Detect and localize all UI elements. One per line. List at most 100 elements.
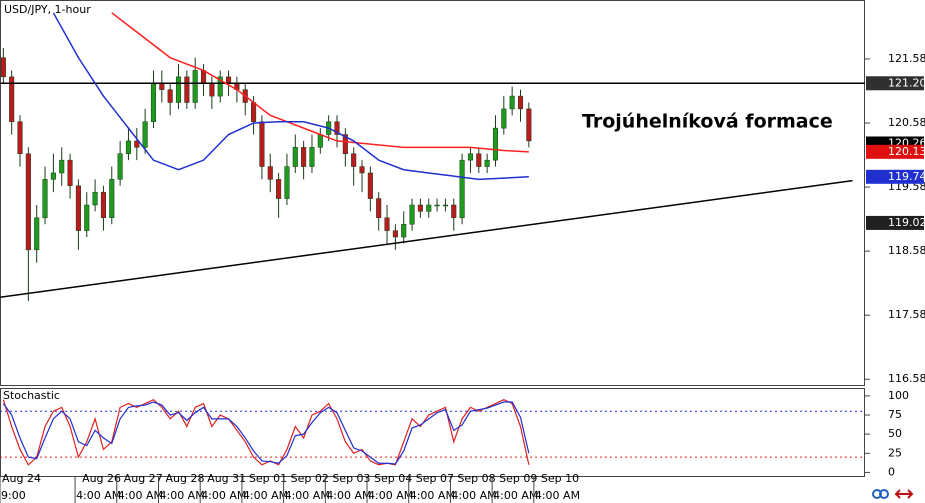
candle-body <box>167 89 173 103</box>
y-tick-label: 118.58 <box>888 244 925 257</box>
candle-body <box>134 140 140 148</box>
price-label: 120.13 <box>888 145 925 158</box>
price-label: 119.02 <box>888 216 925 229</box>
x-time-label: 4:00 AM <box>201 489 246 502</box>
candle-body <box>217 76 223 97</box>
candle-body <box>0 57 6 78</box>
candle-body <box>426 204 432 212</box>
candle-body <box>492 127 499 161</box>
x-time-label: 4:00 AM <box>451 489 496 502</box>
x-time-label: 9:00 <box>1 489 26 502</box>
x-date-label: Sep 01 <box>249 472 287 485</box>
candle-body <box>317 134 323 148</box>
price-label-box <box>866 144 924 159</box>
candle-body <box>226 76 232 84</box>
candle-body <box>476 153 482 167</box>
x-date-label: Sep 04 <box>374 472 412 485</box>
candle-body <box>50 172 56 180</box>
candle-body <box>9 76 15 122</box>
annotation: Trojúhelníková formace <box>582 111 833 133</box>
candle-body <box>159 83 165 90</box>
price-label-box <box>866 76 924 91</box>
x-date-label: Sep 02 <box>291 472 329 485</box>
stochastic-title-box <box>2 389 56 403</box>
candle-body <box>100 191 106 219</box>
x-date-label: Sep 07 <box>416 472 454 485</box>
y-tick-label: 0 <box>888 465 895 478</box>
candle-body <box>517 95 524 110</box>
candle-body <box>292 147 298 167</box>
candle-body <box>117 153 123 180</box>
x-date-label: Aug 27 <box>124 472 163 485</box>
x-date-label: Aug 24 <box>2 472 41 485</box>
x-time-label: 4:00 AM <box>535 489 580 502</box>
stochastic-panel <box>0 388 865 477</box>
main-panel <box>0 0 865 386</box>
candle-body <box>67 159 73 187</box>
candle-body <box>367 172 373 199</box>
y-tick-label: 116.58 <box>888 372 925 385</box>
price-label: 119.74 <box>888 170 925 183</box>
candle-body <box>84 204 90 231</box>
x-time-label: 4:00 AM <box>159 489 204 502</box>
candle-body <box>184 76 190 103</box>
y-tick-label: 121.58 <box>888 52 925 65</box>
x-time-label: 4:00 AM <box>118 489 163 502</box>
candle-body <box>417 204 423 212</box>
candle-body <box>451 204 457 219</box>
candle-body <box>75 185 81 231</box>
candle-body <box>284 166 290 199</box>
y-tick-label: 100 <box>888 389 909 402</box>
y-tick-label: 50 <box>888 427 902 440</box>
candle-body <box>192 70 198 103</box>
title-box <box>2 2 90 17</box>
x-date-label: Aug 26 <box>82 472 121 485</box>
candle-body <box>259 121 265 167</box>
candle-body <box>42 179 48 219</box>
candle-body <box>267 166 273 180</box>
x-time-label: 4:00 AM <box>493 489 538 502</box>
link-icon[interactable] <box>879 489 889 499</box>
candle-body <box>251 102 257 122</box>
candle-body <box>342 134 348 154</box>
x-time-label: 4:00 AM <box>285 489 330 502</box>
y-tick-label: 117.58 <box>888 308 925 321</box>
candle-body <box>526 108 532 142</box>
candle-body <box>17 121 23 154</box>
chart-title: USD/JPY, 1-hour <box>4 3 91 16</box>
candle-body <box>501 108 507 129</box>
candle-body <box>351 153 357 167</box>
candle-body <box>301 147 307 167</box>
stochastic-line <box>2 399 530 466</box>
x-date-label: Aug 28 <box>165 472 204 485</box>
candle-body <box>392 230 398 238</box>
x-date-label: Sep 10 <box>541 472 579 485</box>
candle-body <box>109 179 115 219</box>
candle-body <box>175 76 182 103</box>
candle-body <box>434 204 440 207</box>
candle-body <box>401 223 407 238</box>
price-label: 121.20 <box>888 76 925 89</box>
x-time-label: 4:00 AM <box>76 489 121 502</box>
price-label-box <box>866 215 924 230</box>
resize-icon[interactable] <box>894 489 914 499</box>
candle-body <box>150 83 157 122</box>
price-label-box <box>866 169 924 184</box>
candle-body <box>376 198 382 219</box>
candle-body <box>409 204 415 225</box>
candle-body <box>467 153 473 161</box>
candle-body <box>484 159 490 167</box>
stochastic-line <box>2 401 530 465</box>
x-date-label: Sep 08 <box>457 472 495 485</box>
candle-body <box>142 121 148 148</box>
candle-body <box>384 217 390 231</box>
trendline <box>0 179 853 298</box>
toolbar-icons[interactable] <box>872 489 914 499</box>
x-time-label: 4:00 AM <box>410 489 455 502</box>
y-tick-label: 120.58 <box>888 116 925 129</box>
candle-body <box>442 204 448 207</box>
candle-body <box>509 95 515 110</box>
candle-body <box>34 217 40 251</box>
